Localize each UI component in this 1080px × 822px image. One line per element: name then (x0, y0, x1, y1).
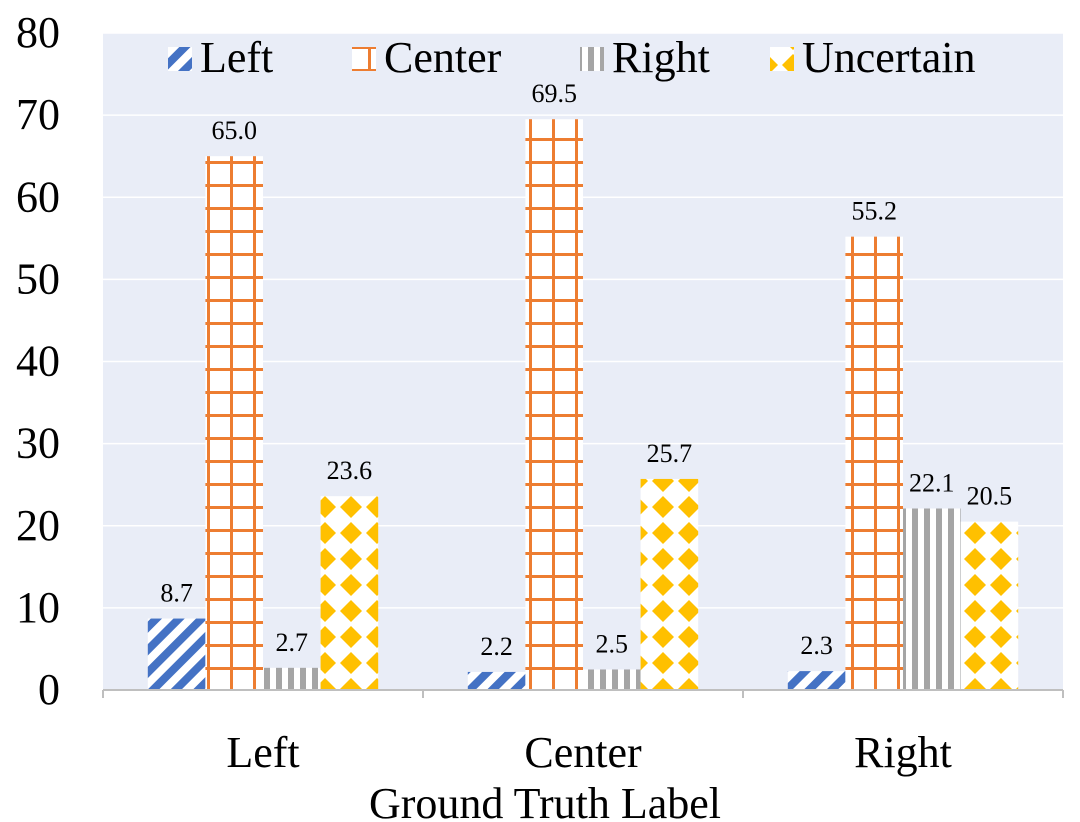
bar-left-right (787, 671, 846, 690)
data-label: 2.3 (800, 631, 833, 660)
legend-swatch-right (580, 47, 604, 71)
y-tick-label: 30 (16, 419, 60, 468)
bar-uncertain-center (640, 478, 699, 690)
bar-right-left (263, 667, 321, 690)
x-axis-title: Ground Truth Label (369, 779, 721, 822)
legend-label-left: Left (200, 33, 273, 82)
y-tick-label: 20 (16, 501, 60, 550)
data-label: 2.5 (596, 629, 629, 658)
bar-right-center (583, 669, 641, 690)
data-label: 69.5 (531, 79, 577, 108)
y-tick-label: 80 (16, 8, 60, 57)
data-labels: 8.7 65.0 2.7 23.6 2.2 69.5 2.5 25.7 2.3 55.2 22.1 2… (160, 79, 1012, 661)
bars (147, 119, 1019, 691)
y-tick-label: 0 (38, 665, 60, 714)
bar-center-center (525, 119, 583, 690)
legend-swatch-uncertain (770, 47, 794, 71)
bar-uncertain-left (320, 496, 379, 690)
data-label: 2.7 (276, 628, 309, 657)
x-category-label: Right (854, 728, 952, 777)
bar-uncertain-right (960, 521, 1019, 690)
bar-right-right (903, 508, 961, 690)
data-label: 55.2 (851, 197, 897, 226)
legend-swatch-left (168, 47, 192, 71)
legend-label-center: Center (384, 33, 502, 82)
legend-label-uncertain: Uncertain (802, 33, 975, 82)
bar-left-center (467, 671, 526, 690)
legend-label-right: Right (612, 33, 710, 82)
data-label: 25.7 (647, 439, 693, 468)
x-category-label: Left (226, 728, 299, 777)
y-tick-label: 50 (16, 254, 60, 303)
y-tick-label: 60 (16, 172, 60, 221)
data-label: 22.1 (909, 469, 955, 498)
data-label: 2.2 (480, 632, 513, 661)
data-label: 20.5 (967, 482, 1013, 511)
y-tick-label: 70 (16, 90, 60, 139)
data-label: 23.6 (327, 456, 373, 485)
y-tick-label: 10 (16, 583, 60, 632)
x-category-label: Center (524, 728, 642, 777)
legend-swatch-center (352, 47, 376, 71)
bar-center-left (205, 156, 263, 690)
legend: Left Center Right Uncertain (168, 33, 975, 82)
y-tick-label: 40 (16, 337, 60, 386)
bar-center-right (845, 236, 903, 691)
data-label: 65.0 (211, 116, 257, 145)
axes: 0 10 20 30 40 50 60 70 80 Left Center Right (16, 8, 1064, 777)
bar-left-left (147, 618, 206, 690)
data-label: 8.7 (160, 579, 193, 608)
